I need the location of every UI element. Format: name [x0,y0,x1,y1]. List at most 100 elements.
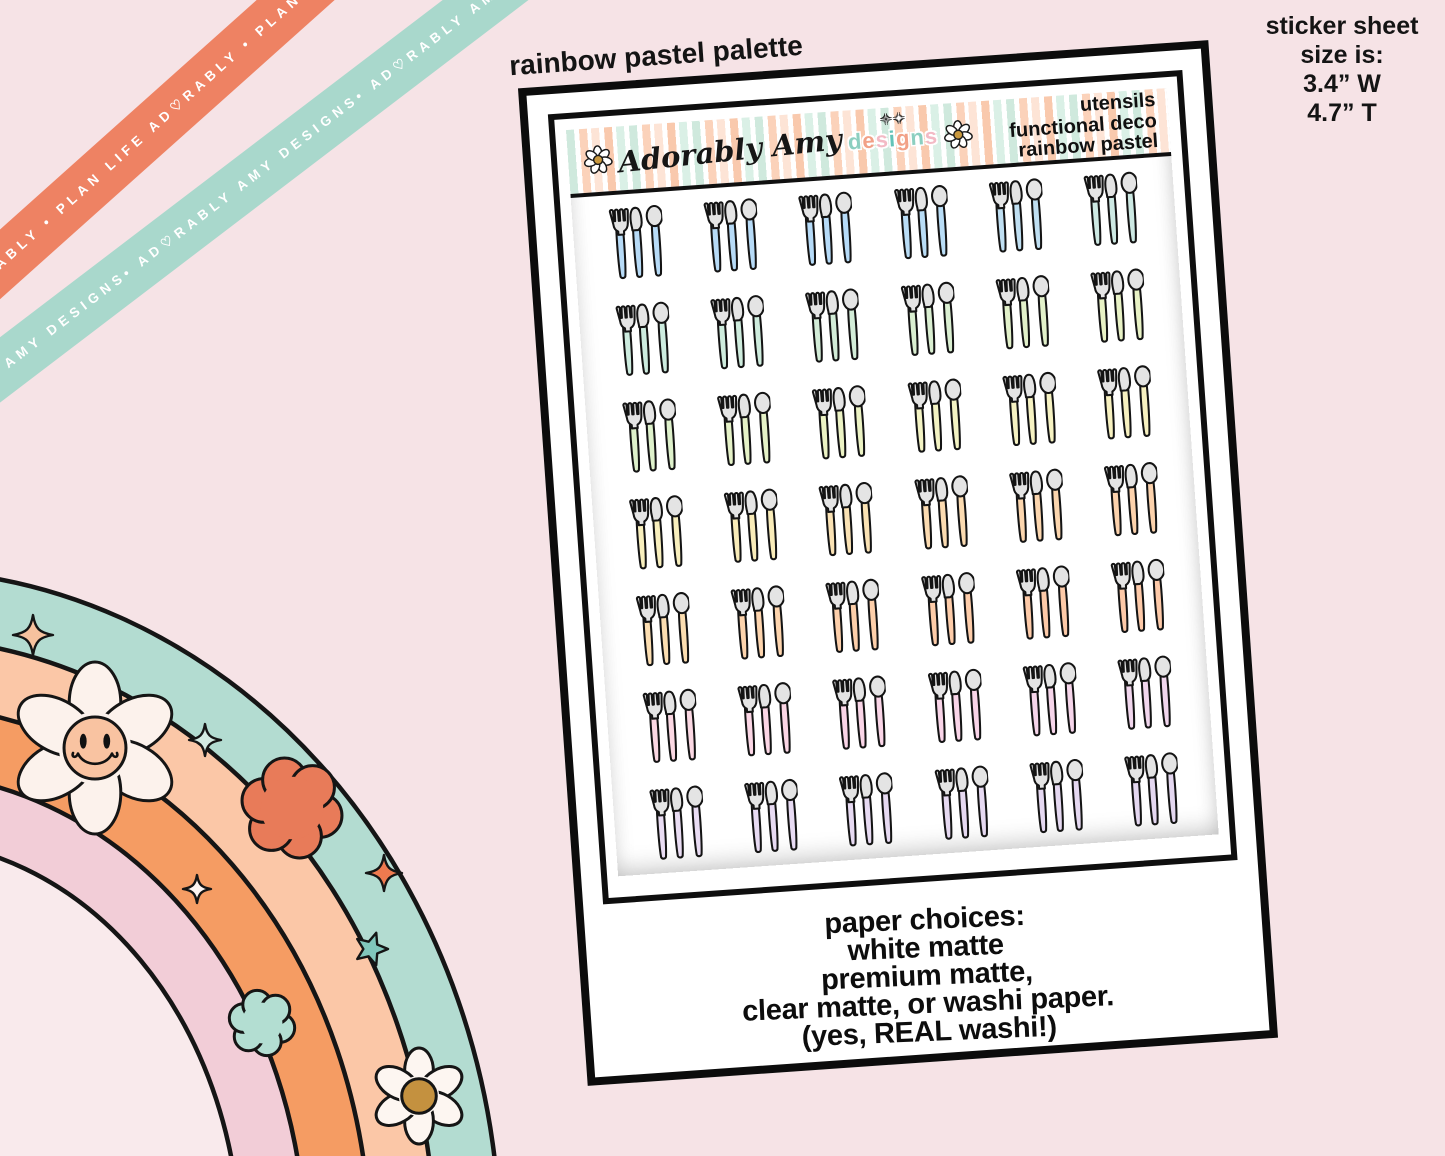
spoon-icon [957,572,976,644]
fork-icon [907,381,928,453]
utensil-set-icon [615,301,671,376]
knife-icon [751,587,766,659]
utensil-set-icon [1090,268,1145,343]
knife-icon [1036,567,1051,639]
spoon-icon [937,281,955,354]
spoon-icon [767,585,786,657]
sparkle-icon [187,722,223,758]
utensil-set-icon [934,765,989,840]
utensil-set-icon [1124,752,1179,827]
spoon-icon [1066,758,1084,831]
brand-designs: ✧✦ designs [847,110,939,155]
utensil-set-icon [839,772,894,847]
fork-icon [812,388,833,460]
knife-icon [670,787,684,859]
spoon-icon [747,295,765,367]
knife-icon [832,387,847,459]
knife-icon [826,290,840,362]
knife-icon [1110,270,1125,342]
fork-icon [1029,762,1050,834]
knife-icon [649,497,664,569]
brand-designs-letter: s [923,123,939,150]
fork-icon [1008,471,1029,543]
fork-icon [642,691,663,763]
utensil-set-icon [635,592,691,667]
spoon-icon [1045,468,1064,541]
utensil-row [598,544,1205,683]
knife-icon [758,683,772,756]
spoon-icon [849,385,867,457]
fork-icon [1124,755,1145,827]
spoon-icon [781,778,799,851]
knife-icon [846,580,861,652]
knife-icon [927,380,942,452]
fork-icon [1097,368,1118,440]
fork-icon [798,194,819,266]
fork-icon [724,491,745,563]
knife-icon [839,483,854,555]
fork-icon [635,595,656,667]
spoon-icon [930,185,949,257]
utensil-set-icon [710,295,765,370]
utensil-set-icon [622,398,677,473]
sheet-header: Adorably Amy ✧✦ designs utensils function… [565,88,1172,198]
daisy-icon [583,145,613,174]
utensil-set-icon [608,204,664,280]
spoon-icon [774,682,793,754]
utensil-set-icon [1022,662,1077,737]
spoon-icon [1140,462,1159,534]
flower-icon [227,988,297,1058]
spoon-icon [659,398,677,471]
fork-icon [710,298,731,370]
size-note-line: 4.7” T [1307,99,1377,127]
spoon-icon [754,391,772,464]
paper-note: paper choices: white matte premium matte… [586,892,1267,1060]
utensil-set-icon [703,198,759,273]
fork-icon [1090,271,1111,343]
spoon-icon [1120,171,1139,244]
knife-icon [948,670,962,742]
utensil-grid [571,156,1219,876]
utensil-set-icon [1002,371,1057,447]
knife-icon [914,186,929,258]
utensil-set-icon [812,385,867,460]
spoon-icon [760,488,779,561]
spoon-icon [1032,275,1050,347]
fork-icon [805,291,826,363]
rainbow-decorations [11,613,464,1146]
sheet-title: utensils functional deco rainbow pastel [1007,89,1161,162]
utensil-set-icon [1103,462,1159,537]
fork-icon [737,685,758,757]
utensil-set-icon [927,668,982,743]
spoon-icon [971,765,989,838]
fork-icon [649,788,670,860]
spoon-icon [1134,365,1152,437]
utensil-set-icon [1015,565,1071,640]
utensil-set-icon [995,275,1050,350]
knife-icon [656,593,671,665]
spoon-icon [1059,662,1077,734]
utensil-set-icon [1097,365,1152,440]
knife-icon [642,400,657,472]
fork-icon [717,394,738,466]
utensil-row [584,350,1191,489]
spoon-icon [876,772,894,844]
utensil-set-icon [724,488,779,563]
knife-icon [941,573,956,646]
utensil-set-icon [642,688,698,763]
knife-icon [1104,173,1118,245]
utensil-row [578,254,1185,393]
utensil-row [611,738,1218,877]
spoon-icon [1025,178,1044,251]
fork-icon [608,207,629,280]
fork-icon [934,768,955,840]
spoon-icon [740,198,759,270]
fork-icon [1083,174,1104,246]
rainbow-arc-illustration [0,577,497,1156]
sparkle-icon [181,873,213,905]
sparkle-icon [364,853,404,893]
spoon-icon [672,592,691,664]
utensil-set-icon [629,495,684,570]
knife-icon [1138,657,1152,729]
